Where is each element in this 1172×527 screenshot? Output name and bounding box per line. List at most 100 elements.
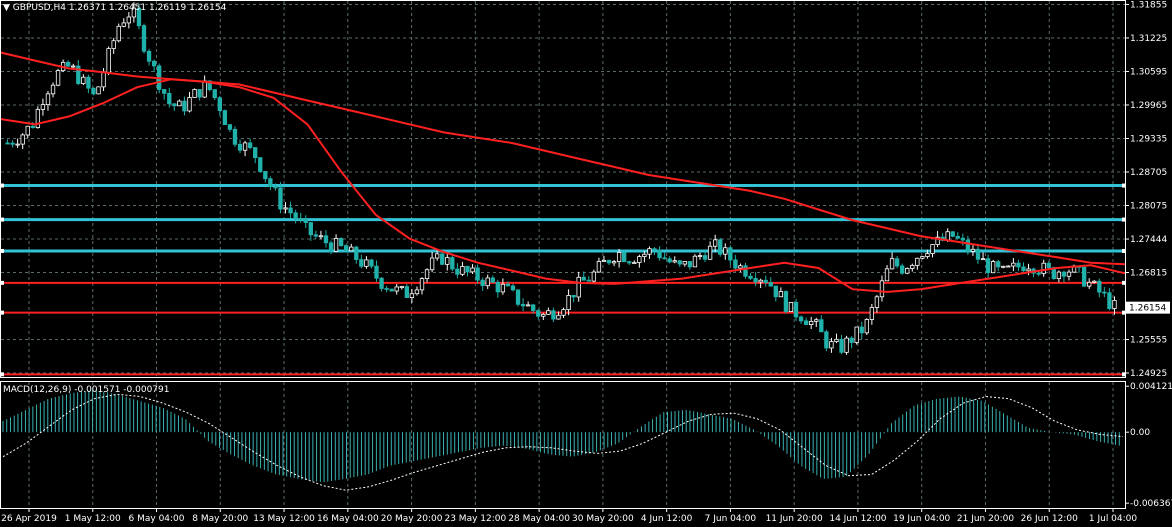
candle-up [869, 307, 875, 320]
candle-down [859, 326, 864, 334]
candle-down [162, 89, 167, 94]
candle-up [809, 320, 814, 325]
candle-up [642, 253, 647, 258]
candle-down [606, 259, 612, 264]
candle-down [743, 265, 748, 277]
time-tick-label: 28 May 04:00 [508, 514, 570, 524]
candle-down [1021, 266, 1026, 272]
candle-down [323, 235, 329, 244]
level-handle [1, 310, 4, 315]
candle-down [450, 257, 455, 270]
candle-down [824, 331, 829, 349]
candle-down [1102, 291, 1107, 294]
candle-down [849, 337, 854, 343]
candle-up [1006, 265, 1011, 268]
candle-down [328, 242, 334, 252]
candle-up [414, 289, 420, 295]
time-axis: 26 Apr 2019 1 May 12:00 6 May 04:00 8 May 2… [1, 508, 1137, 524]
candle-down [783, 291, 789, 312]
candle-down [263, 171, 268, 180]
candle-down [247, 142, 253, 148]
macd-axis: 0.004121 0.00 -0.006367 [1125, 382, 1172, 509]
level-handle [1122, 280, 1125, 285]
candle-up [192, 89, 197, 98]
candle-down [950, 231, 955, 237]
candle-down [1036, 272, 1041, 275]
candle-down [227, 124, 233, 130]
candle-down [515, 289, 521, 305]
candle-down [146, 50, 152, 62]
candle-down [212, 89, 217, 99]
candle-up [712, 239, 718, 247]
candle-down [308, 222, 313, 236]
candle-down [985, 258, 991, 274]
candle-up [318, 235, 324, 238]
candle-up [990, 261, 996, 274]
candle-down [652, 248, 657, 251]
candle-up [283, 207, 288, 210]
macd-panel-frame [0, 381, 1126, 509]
candle-up [910, 264, 915, 269]
candle-up [576, 276, 581, 298]
candle-up [96, 86, 101, 95]
candle-up [697, 255, 703, 257]
candle-down [278, 187, 283, 210]
candle-down [465, 266, 470, 273]
level-handle [1, 217, 4, 222]
candle-up [844, 337, 849, 353]
candle-down [475, 267, 480, 281]
candle-up [672, 260, 677, 263]
candle-down [389, 288, 394, 292]
time-tick-label: 13 May 12:00 [253, 514, 315, 524]
candle-up [394, 286, 399, 292]
candle-down [1081, 267, 1087, 287]
price-tick-label: 1.29335 [1130, 134, 1167, 144]
time-tick-label: 30 May 20:00 [572, 514, 634, 524]
candle-down [1046, 262, 1051, 268]
candle-up [1041, 262, 1046, 274]
candle-up [409, 293, 415, 298]
candle-down [965, 239, 971, 252]
candle-up [778, 291, 784, 298]
current-price-label: 1.26154 [1129, 304, 1166, 314]
candle-up [889, 258, 895, 270]
time-tick-label: 16 May 04:00 [317, 514, 379, 524]
candle-down [768, 282, 773, 287]
price-tick-label: 1.26815 [1130, 268, 1167, 278]
candle-up [692, 255, 698, 268]
candle-down [677, 260, 682, 265]
time-tick-label: 7 Jun 04:00 [705, 514, 757, 524]
candle-down [303, 218, 308, 223]
price-tick-label: 1.29965 [1130, 101, 1167, 111]
candle-down [748, 275, 753, 279]
candle-down [728, 247, 733, 261]
price-tick-label: 1.28075 [1130, 201, 1167, 211]
candle-up [758, 279, 763, 283]
candle-down [733, 259, 738, 269]
macd-tick-label: 0.004121 [1130, 382, 1172, 392]
price-tick-label: 1.27444 [1130, 235, 1167, 245]
candle-down [960, 237, 966, 241]
candle-up [682, 261, 688, 265]
time-tick-label: 20 May 20:00 [381, 514, 443, 524]
candle-up [930, 244, 935, 254]
candle-up [45, 93, 51, 106]
candle-up [556, 314, 561, 320]
candle-down [136, 7, 142, 27]
candle-down [253, 147, 258, 159]
candle-up [935, 236, 940, 245]
candle-up [460, 266, 465, 275]
candle-down [839, 338, 844, 353]
candle-up [915, 257, 920, 266]
candle-up [364, 259, 369, 267]
level-handle [1, 248, 4, 253]
level-handle [1, 372, 4, 377]
candle-down [76, 65, 81, 84]
candle-up [81, 76, 86, 84]
candle-up [333, 238, 339, 252]
candle-down [1097, 280, 1102, 293]
level-handle [1122, 372, 1125, 377]
candle-up [1087, 281, 1092, 287]
candle-up [525, 304, 531, 307]
